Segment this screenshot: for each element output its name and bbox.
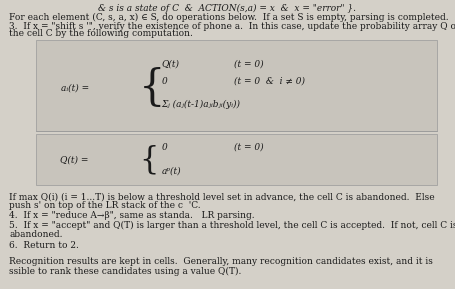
- Text: push s' on top of the LR stack of the c  'C.: push s' on top of the LR stack of the c …: [9, 201, 201, 210]
- Text: 0: 0: [162, 143, 167, 152]
- Text: Recognition results are kept in cells.  Generally, many recognition candidates e: Recognition results are kept in cells. G…: [9, 257, 433, 266]
- Text: (t = 0): (t = 0): [234, 143, 264, 152]
- Text: aᵖ(t): aᵖ(t): [162, 166, 181, 176]
- Text: (t = 0): (t = 0): [234, 59, 264, 68]
- Text: 5.  If x = "accept" and Q(T) is larger than a threshold level, the cell C is acc: 5. If x = "accept" and Q(T) is larger th…: [9, 221, 455, 230]
- Text: {: {: [139, 67, 165, 109]
- Text: Q(t) =: Q(t) =: [61, 156, 89, 165]
- Text: If max Q(i) (i = 1...T) is below a threshold level set in advance, the cell C is: If max Q(i) (i = 1...T) is below a thres…: [9, 192, 435, 201]
- Text: the cell C by the following computation.: the cell C by the following computation.: [9, 29, 193, 38]
- Text: 0: 0: [162, 77, 167, 86]
- Text: aᵢ(t) =: aᵢ(t) =: [61, 84, 89, 93]
- Text: Q(t): Q(t): [162, 59, 180, 68]
- FancyBboxPatch shape: [36, 40, 437, 131]
- Text: & s is a state of C  &  ACTION(s,a) = x  &  x = "error" }.: & s is a state of C & ACTION(s,a) = x & …: [98, 4, 357, 14]
- Text: 4.  If x = "reduce A→β", same as standa.   LR parsing.: 4. If x = "reduce A→β", same as standa. …: [9, 211, 255, 220]
- Text: ssible to rank these candidates using a value Q(T).: ssible to rank these candidates using a …: [9, 267, 242, 277]
- Text: abandoned.: abandoned.: [9, 230, 63, 239]
- FancyBboxPatch shape: [36, 134, 437, 185]
- Text: {: {: [139, 145, 158, 176]
- Text: (t = 0  &  i ≠ 0): (t = 0 & i ≠ 0): [234, 77, 305, 86]
- Text: Σⱼ (aⱼ(t-1)aⱼᵢbⱼᵢ(yᵢ)): Σⱼ (aⱼ(t-1)aⱼᵢbⱼᵢ(yᵢ)): [162, 99, 241, 109]
- Text: 6.  Return to 2.: 6. Return to 2.: [9, 241, 79, 250]
- Text: 3.  If x = "shift s '", verify the existence of phone a.  In this case, update t: 3. If x = "shift s '", verify the existe…: [9, 22, 455, 31]
- Text: For each element (C, s, a, x) ∈ S, do operations below.  If a set S is empty, pa: For each element (C, s, a, x) ∈ S, do op…: [9, 13, 449, 22]
